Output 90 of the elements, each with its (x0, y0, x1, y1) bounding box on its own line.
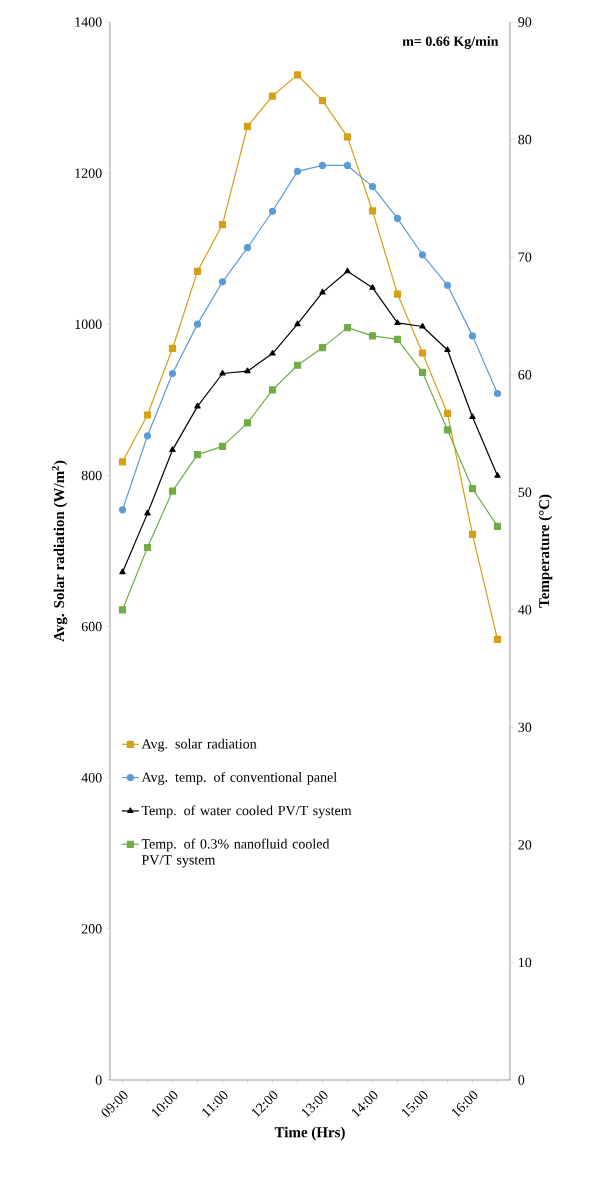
point (418, 368, 427, 376)
point (268, 207, 277, 215)
point (218, 278, 227, 286)
point (369, 284, 376, 290)
point (493, 389, 502, 398)
point (143, 411, 152, 419)
point (143, 543, 152, 552)
y-axis-title: Avg. Solar radiation (W/m$^{2}$) (51, 460, 68, 642)
point (418, 349, 427, 357)
point (493, 522, 502, 530)
point (218, 220, 227, 229)
y-tick-label: 600 (81, 621, 102, 632)
y2-tick-label: 50 (518, 487, 532, 497)
point (318, 161, 327, 170)
point (293, 71, 302, 79)
point (293, 167, 302, 175)
point (444, 346, 451, 353)
point (168, 369, 177, 378)
point (319, 288, 326, 295)
x-axis-title: Time (Hrs) (274, 1126, 345, 1141)
point (318, 97, 327, 105)
point (118, 606, 127, 614)
point (243, 244, 252, 252)
point (144, 509, 151, 516)
y2-tick-label: 0 (518, 1075, 525, 1085)
point (293, 361, 302, 369)
legend-label: Temp. of 0.3% nanofluid cooled PV/T system (141, 838, 330, 868)
point (143, 432, 152, 440)
point (418, 251, 427, 259)
point (393, 335, 402, 344)
point (169, 446, 176, 453)
point (419, 322, 426, 329)
point (193, 320, 202, 328)
legend-label: Avg. temp. of conventional panel (141, 771, 337, 785)
point (118, 506, 127, 514)
point (168, 487, 177, 495)
point (468, 485, 477, 493)
point (393, 290, 402, 298)
y-tick-label: 1400 (75, 17, 102, 27)
y-tick-label: 1200 (75, 168, 102, 178)
point (368, 332, 377, 340)
point (443, 281, 452, 289)
point (318, 344, 327, 352)
point (343, 324, 352, 332)
point (393, 214, 402, 222)
point (269, 349, 276, 356)
point (343, 161, 352, 170)
point (468, 332, 477, 340)
point (394, 319, 401, 326)
point (193, 267, 202, 275)
point (244, 367, 251, 374)
point (118, 458, 127, 466)
point (268, 386, 277, 394)
y2-tick-label: 70 (518, 252, 532, 262)
point (218, 442, 227, 450)
point (168, 344, 177, 353)
y-tick-label: 400 (81, 772, 102, 783)
y2-tick-label: 90 (518, 17, 532, 27)
point (268, 92, 277, 100)
point (119, 568, 126, 575)
y2-tick-label: 80 (518, 134, 532, 145)
annotation: m= 0.66 Kg/min (402, 36, 499, 49)
point (343, 133, 352, 141)
point (219, 369, 226, 376)
point (243, 419, 252, 427)
point (243, 122, 252, 130)
point (469, 413, 476, 420)
y-tick-label: 200 (81, 924, 102, 934)
point (294, 320, 301, 327)
y2-tick-label: 30 (518, 722, 532, 733)
point (344, 267, 351, 274)
y2-axis-title: Temperature (°C) (538, 494, 553, 608)
y-tick-label: 800 (81, 470, 102, 481)
y2-tick-label: 40 (518, 605, 532, 615)
point (443, 409, 452, 418)
point (368, 182, 377, 191)
y2-tick-label: 20 (518, 840, 532, 850)
legend-label: Temp. of water cooled PV/T system (141, 805, 352, 819)
point (468, 530, 477, 538)
y-tick-label: 0 (95, 1075, 102, 1085)
y2-tick-label: 10 (519, 957, 532, 968)
y-tick-label: 1000 (75, 319, 102, 330)
legend-label: Avg. solar radiation (141, 738, 257, 752)
point (443, 426, 452, 434)
y2-tick-label: 60 (518, 369, 532, 380)
point (494, 472, 501, 478)
point (368, 207, 377, 215)
point (193, 451, 202, 459)
point (194, 402, 201, 409)
point (493, 635, 502, 644)
